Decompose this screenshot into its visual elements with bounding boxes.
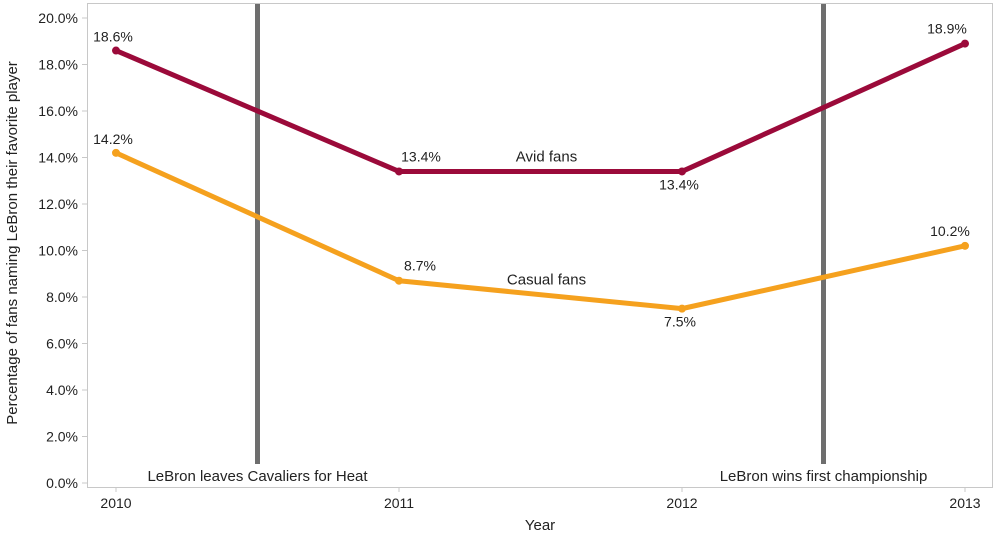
series-name-label: Casual fans [507,272,586,289]
y-tick-label: 2.0% [46,429,78,445]
data-label: 14.2% [93,131,133,147]
y-tick-label: 16.0% [38,103,78,119]
data-label: 7.5% [664,314,696,330]
y-tick-label: 4.0% [46,382,78,398]
data-label: 13.4% [401,148,441,164]
y-axis-title: Percentage of fans naming LeBron their f… [4,61,21,425]
data-label: 10.2% [930,223,970,239]
y-tick-label: 10.0% [38,243,78,259]
data-point [112,46,120,55]
annotation-label: LeBron wins first championship [720,468,928,485]
y-tick-label: 8.0% [46,289,78,305]
x-axis: 2010 2011 2012 2013 [100,487,981,511]
series-layer: 18.6% 13.4% 13.4% 18.9% Avid fans 14.2% 8.7% 7.… [93,21,970,330]
y-tick-label: 12.0% [38,196,78,212]
x-tick-label: 2013 [949,495,980,511]
data-label: 13.4% [659,176,699,192]
x-tick-label: 2010 [100,495,131,511]
plot-border [87,3,993,488]
data-point [961,241,969,250]
annotation-label: LeBron leaves Cavaliers for Heat [147,468,368,485]
x-axis-title: Year [525,517,555,534]
data-point [395,167,403,176]
data-point [678,167,686,176]
data-label: 18.6% [93,29,133,45]
y-tick-label: 18.0% [38,57,78,73]
x-tick-label: 2012 [666,495,697,511]
series-line [115,41,967,174]
data-label: 18.9% [927,21,967,37]
y-tick-label: 6.0% [46,336,78,352]
data-point [678,304,686,313]
series-name-label: Avid fans [516,148,577,165]
data-label: 8.7% [404,258,436,274]
data-point [395,276,403,285]
y-axis: 0.0% 2.0% 4.0% 6.0% 8.0% 10.0% 12.0% 14.0% 16.0%… [38,10,87,491]
y-tick-label: 20.0% [38,10,78,26]
annotations: LeBron leaves Cavaliers for Heat LeBron w… [147,4,927,485]
data-point [961,39,969,48]
y-tick-label: 14.0% [38,150,78,166]
plot-frame [87,3,993,488]
y-tick-label: 0.0% [46,475,78,491]
x-tick-label: 2011 [384,495,414,511]
series-line [114,150,966,312]
data-point [112,148,120,157]
